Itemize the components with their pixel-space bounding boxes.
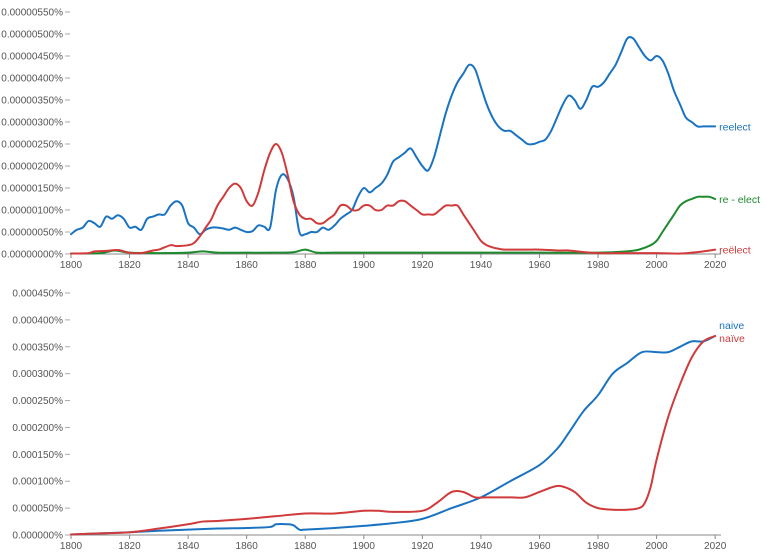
- y-tick-label: 0.00000000%: [1, 250, 63, 261]
- x-tick-label: 1960: [528, 260, 551, 271]
- x-tick-label: 1980: [587, 541, 610, 552]
- y-tick-label: 0.00000500%: [1, 30, 63, 41]
- x-tick-label: 1900: [353, 260, 376, 271]
- series-label[interactable]: reëlect: [719, 245, 751, 257]
- series-label[interactable]: reelect: [719, 121, 751, 133]
- x-tick-label: 2020: [704, 260, 727, 271]
- y-tick-label: 0.000400%: [12, 315, 63, 326]
- x-tick-label: 1860: [236, 541, 259, 552]
- series-line-reelect[interactable]: [70, 36, 717, 237]
- chart-panel-1: 0.00000000% 0.00000050% 0.00000100% 0.00000…: [1, 8, 760, 272]
- series-line-na-ve[interactable]: [70, 335, 717, 536]
- y-tick-label: 0.00000450%: [1, 52, 63, 63]
- series-line-naive[interactable]: [70, 335, 717, 536]
- y-tick-label: 0.00000050%: [1, 228, 63, 239]
- x-tick-label: 1820: [118, 260, 141, 271]
- series-label[interactable]: re - elect: [719, 194, 760, 206]
- y-tick-label: 0.000050%: [12, 504, 63, 515]
- y-tick-label: 0.00000350%: [1, 96, 63, 107]
- x-tick-label: 1860: [236, 260, 259, 271]
- y-tick-label: 0.000150%: [12, 450, 63, 461]
- y-tick-label: 0.000100%: [12, 477, 63, 488]
- x-tick-label: 1800: [60, 541, 83, 552]
- x-tick-label: 1880: [294, 260, 317, 271]
- x-tick-label: 1920: [411, 260, 434, 271]
- x-tick-label: 2000: [645, 541, 668, 552]
- x-tick-label: 1940: [470, 260, 493, 271]
- y-tick-label: 0.00000400%: [1, 74, 63, 85]
- x-tick-label: 1900: [353, 541, 376, 552]
- y-tick-label: 0.00000250%: [1, 140, 63, 151]
- x-tick-label: 1820: [118, 541, 141, 552]
- y-tick-label: 0.000000%: [12, 531, 63, 542]
- chart-panel-2: 0.000000% 0.000050% 0.000100% 0.000150% 0.00…: [12, 289, 745, 553]
- y-tick-label: 0.000250%: [12, 396, 63, 407]
- x-tick-label: 1800: [60, 260, 83, 271]
- y-tick-label: 0.00000300%: [1, 118, 63, 129]
- series-label[interactable]: naive: [719, 320, 744, 332]
- x-tick-label: 2000: [645, 260, 668, 271]
- x-tick-label: 1840: [177, 260, 200, 271]
- x-tick-label: 1980: [587, 260, 610, 271]
- y-tick-label: 0.000450%: [12, 289, 63, 300]
- series-line-re-lect[interactable]: [70, 143, 717, 255]
- y-tick-label: 0.00000100%: [1, 206, 63, 217]
- y-tick-label: 0.000200%: [12, 423, 63, 434]
- series-line-re-elect[interactable]: [70, 195, 717, 255]
- x-tick-label: 1840: [177, 541, 200, 552]
- x-tick-label: 1940: [470, 541, 493, 552]
- y-tick-label: 0.00000200%: [1, 162, 63, 173]
- series-label[interactable]: naïve: [719, 333, 745, 345]
- y-tick-label: 0.000350%: [12, 342, 63, 353]
- y-tick-label: 0.00000550%: [1, 8, 63, 19]
- y-tick-label: 0.00000150%: [1, 184, 63, 195]
- x-tick-label: 1960: [528, 541, 551, 552]
- x-tick-label: 1880: [294, 541, 317, 552]
- x-tick-label: 2020: [704, 541, 727, 552]
- x-tick-label: 1920: [411, 541, 434, 552]
- y-tick-label: 0.000300%: [12, 369, 63, 380]
